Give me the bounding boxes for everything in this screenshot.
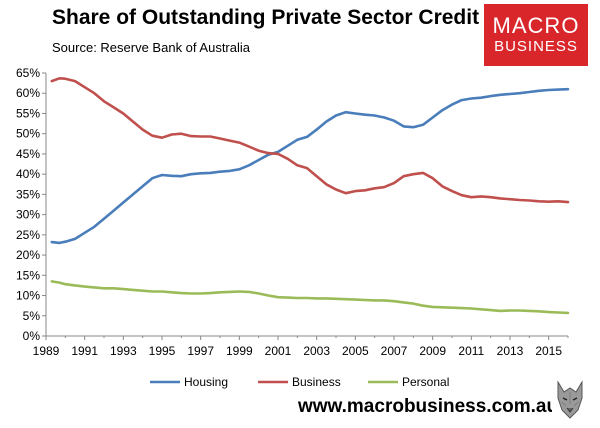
- legend-label-housing: Housing: [184, 375, 228, 389]
- y-tick-label: 15%: [16, 268, 40, 282]
- chart-subtitle: Source: Reserve Bank of Australia: [52, 40, 250, 55]
- logo-line-2: BUSINESS: [494, 38, 578, 55]
- y-tick-label: 65%: [16, 66, 40, 80]
- macrobusiness-logo: MACRO BUSINESS: [484, 4, 588, 66]
- y-tick-label: 60%: [16, 86, 40, 100]
- y-tick-label: 40%: [16, 167, 40, 181]
- x-tick-label: 2007: [381, 344, 408, 358]
- y-tick-label: 45%: [16, 147, 40, 161]
- y-tick-label: 50%: [16, 127, 40, 141]
- logo-line-1: MACRO: [492, 13, 580, 38]
- y-tick-label: 25%: [16, 228, 40, 242]
- legend-label-personal: Personal: [402, 375, 449, 389]
- x-tick-label: 1989: [33, 344, 60, 358]
- footer-url: www.macrobusiness.com.au: [298, 396, 559, 417]
- chart-title: Share of Outstanding Private Sector Cred…: [52, 6, 480, 29]
- series-line-business: [50, 77, 570, 204]
- series-line-housing: [50, 87, 570, 245]
- x-tick-label: 2001: [265, 344, 292, 358]
- y-tick-label: 55%: [16, 106, 40, 120]
- x-tick-label: 2011: [458, 344, 484, 358]
- y-tick-label: 10%: [16, 289, 40, 303]
- x-tick-label: 1995: [149, 344, 176, 358]
- y-tick-label: 5%: [23, 309, 41, 323]
- x-tick-label: 1997: [187, 344, 214, 358]
- legend-label-business: Business: [292, 375, 341, 389]
- x-tick-label: 2005: [342, 344, 369, 358]
- y-tick-label: 0%: [23, 329, 41, 343]
- y-tick-label: 20%: [16, 248, 40, 262]
- y-tick-label: 30%: [16, 208, 40, 222]
- x-tick-label: 2009: [419, 344, 446, 358]
- x-tick-label: 1993: [110, 344, 137, 358]
- wolf-mascot-icon: [552, 378, 588, 422]
- x-tick-label: 1999: [226, 344, 253, 358]
- x-tick-label: 2013: [497, 344, 524, 358]
- x-tick-label: 2003: [303, 344, 330, 358]
- series-line-personal: [50, 280, 570, 315]
- x-tick-label: 1991: [71, 344, 98, 358]
- y-tick-label: 35%: [16, 187, 40, 201]
- x-tick-label: 2015: [535, 344, 562, 358]
